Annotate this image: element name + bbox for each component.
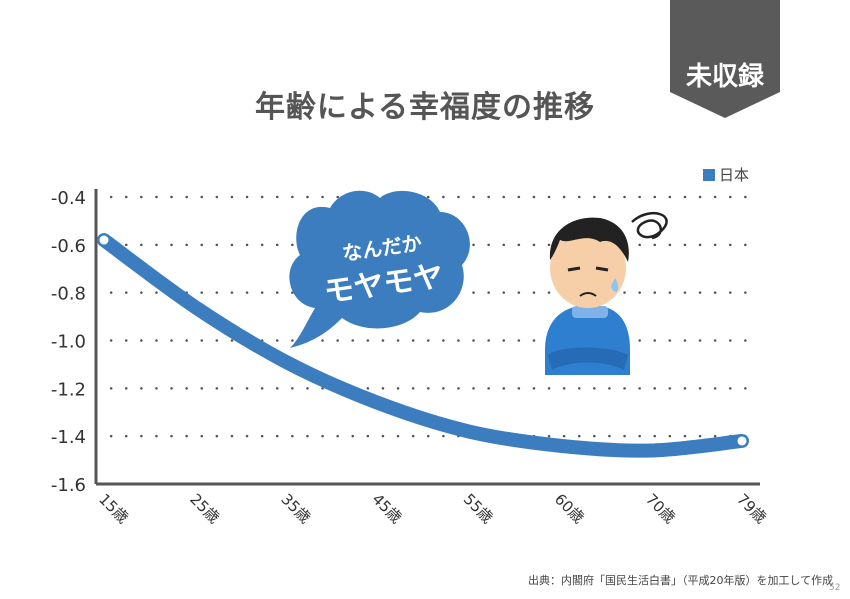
- person-right-eye: [595, 266, 609, 272]
- person-hair: [549, 217, 629, 262]
- y-tick-label: -1.0: [51, 332, 86, 353]
- y-tick-label: -0.4: [51, 188, 86, 209]
- series-layer: [97, 233, 749, 458]
- person-sweat-drop: [611, 278, 619, 292]
- source-note: 出典：内閣府「国民生活白書」（平成20年版）を加工して作成: [528, 574, 834, 587]
- person-arms: [548, 347, 628, 370]
- y-tick-label: -1.6: [51, 475, 86, 496]
- x-tick-label: 25歳: [186, 490, 223, 527]
- x-tick-label: 79歳: [733, 490, 770, 527]
- y-tick-label: -0.6: [51, 236, 86, 257]
- x-tick-label: 70歳: [642, 490, 679, 527]
- y-tick-label: -0.8: [51, 284, 86, 305]
- person-mouth: [579, 292, 597, 297]
- x-tick-label: 60歳: [551, 490, 588, 527]
- legend: 日本: [703, 164, 749, 185]
- badge-shape: [670, 0, 780, 118]
- x-tick-label: 35歳: [277, 490, 314, 527]
- person-collar: [572, 306, 608, 318]
- legend-swatch: [703, 168, 715, 181]
- badge-label: 未収録: [685, 62, 764, 92]
- speech-bubble: なんだか モヤモヤ: [289, 190, 470, 348]
- confused-person-illustration: [545, 212, 668, 375]
- y-tick-label: -1.2: [51, 379, 86, 400]
- x-tick-label: 55歳: [460, 490, 497, 527]
- unrecorded-badge: 未収録: [670, 0, 780, 118]
- page-number: 52: [829, 583, 841, 593]
- person-left-eye: [567, 266, 581, 272]
- dizzy-scribble: [631, 212, 668, 240]
- axes: [94, 189, 760, 486]
- x-tick-label: 45歳: [369, 490, 406, 527]
- legend-label: 日本: [719, 166, 750, 184]
- y-tick-labels: -0.4 -0.6 -0.8 -1.0 -1.2 -1.4 -1.6: [51, 188, 86, 496]
- data-point: [737, 436, 747, 446]
- person-face: [550, 228, 626, 308]
- x-tick-label: 15歳: [95, 490, 132, 527]
- speech-bubble-shape: [289, 190, 470, 348]
- x-tick-labels: 15歳 25歳 35歳 45歳 55歳 60歳 70歳 79歳: [95, 490, 770, 527]
- y-tick-label: -1.4: [51, 427, 86, 448]
- chart-title: 年齢による幸福度の推移: [254, 90, 596, 125]
- data-point: [99, 235, 109, 245]
- series-line: [97, 233, 749, 458]
